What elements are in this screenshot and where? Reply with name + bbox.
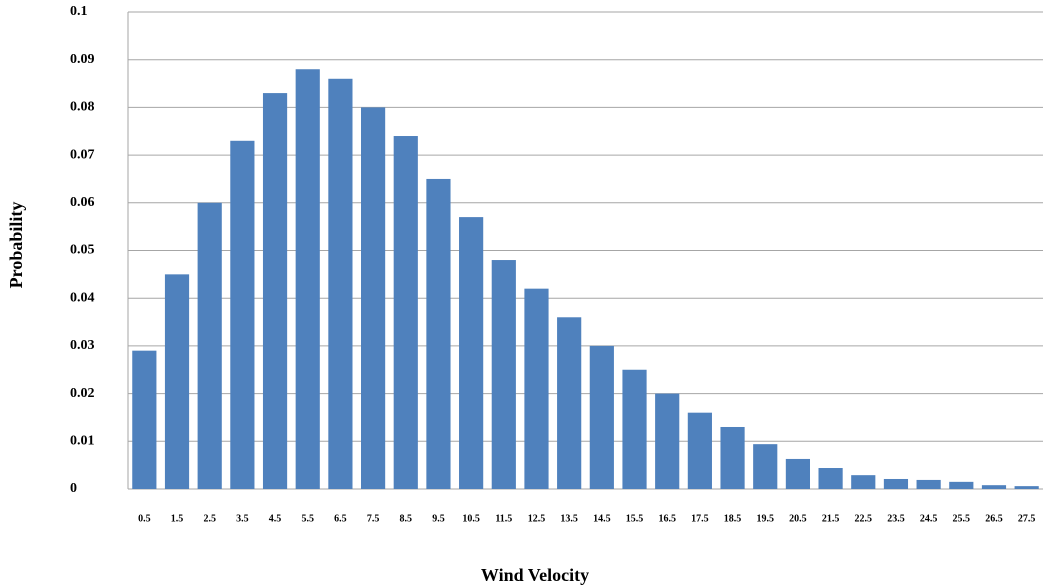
bar (295, 69, 320, 490)
bar (197, 202, 222, 490)
bar (164, 274, 190, 489)
x-tick-label: 3.5 (236, 513, 249, 524)
bar (916, 479, 941, 489)
bar (851, 475, 876, 489)
bar (622, 369, 647, 489)
bar (589, 345, 614, 489)
x-tick-label: 17.5 (691, 513, 709, 524)
x-tick-label: 19.5 (756, 513, 774, 524)
x-tick-label: 18.5 (724, 513, 742, 524)
bar (687, 412, 712, 489)
x-tick-label: 9.5 (432, 513, 445, 524)
x-tick-label: 21.5 (822, 513, 840, 524)
x-tick-label: 7.5 (367, 513, 380, 524)
x-tick-label: 4.5 (269, 513, 282, 524)
bar (524, 288, 549, 489)
y-tick-label: 0.05 (70, 243, 95, 258)
y-tick-label: 0.04 (70, 290, 95, 305)
x-tick-label: 24.5 (920, 513, 938, 524)
x-tick-label: 8.5 (400, 513, 413, 524)
y-tick-label: 0.01 (70, 434, 95, 449)
y-tick-label: 0.06 (70, 195, 95, 210)
x-tick-label: 27.5 (1018, 513, 1036, 524)
bar (753, 444, 778, 489)
x-tick-label: 0.5 (138, 513, 151, 524)
x-tick-label: 2.5 (203, 513, 216, 524)
bar (883, 478, 909, 489)
bar (655, 393, 680, 489)
bar (981, 485, 1007, 489)
y-tick-label: 0.08 (70, 100, 95, 115)
x-tick-label: 1.5 (171, 513, 184, 524)
y-tick-label: 0.07 (70, 147, 95, 162)
bar (949, 481, 974, 489)
bar (491, 260, 516, 489)
x-tick-label: 10.5 (462, 513, 480, 524)
bar (426, 178, 451, 489)
bar (360, 107, 386, 490)
bar (720, 426, 745, 489)
bar (818, 468, 843, 489)
x-tick-label: 26.5 (985, 513, 1003, 524)
bar (230, 140, 255, 490)
x-tick-label: 20.5 (789, 513, 807, 524)
bar (1014, 486, 1039, 489)
x-tick-label: 23.5 (887, 513, 905, 524)
x-tick-label: 12.5 (528, 513, 546, 524)
x-tick-label: 16.5 (658, 513, 676, 524)
bar (459, 217, 484, 490)
y-tick-label: 0.03 (70, 338, 95, 353)
x-tick-label: 25.5 (953, 513, 971, 524)
y-tick-label: 0.02 (70, 386, 95, 401)
x-tick-label: 11.5 (495, 513, 512, 524)
x-tick-label: 14.5 (593, 513, 611, 524)
x-axis-title: Wind Velocity (481, 565, 589, 585)
x-tick-label: 15.5 (626, 513, 644, 524)
x-tick-label: 22.5 (855, 513, 873, 524)
y-tick-label: 0.09 (70, 52, 95, 67)
x-tick-label: 5.5 (301, 513, 314, 524)
x-tick-label: 13.5 (560, 513, 578, 524)
x-tick-label: 6.5 (334, 513, 347, 524)
bar (132, 350, 157, 489)
bar (393, 136, 418, 489)
bar (262, 93, 288, 489)
bar (328, 78, 353, 489)
y-axis-title: Probability (6, 202, 26, 289)
y-tick-label: 0 (70, 481, 77, 496)
bar (557, 317, 582, 489)
bar (785, 458, 811, 489)
y-tick-label: 0.1 (70, 4, 88, 19)
